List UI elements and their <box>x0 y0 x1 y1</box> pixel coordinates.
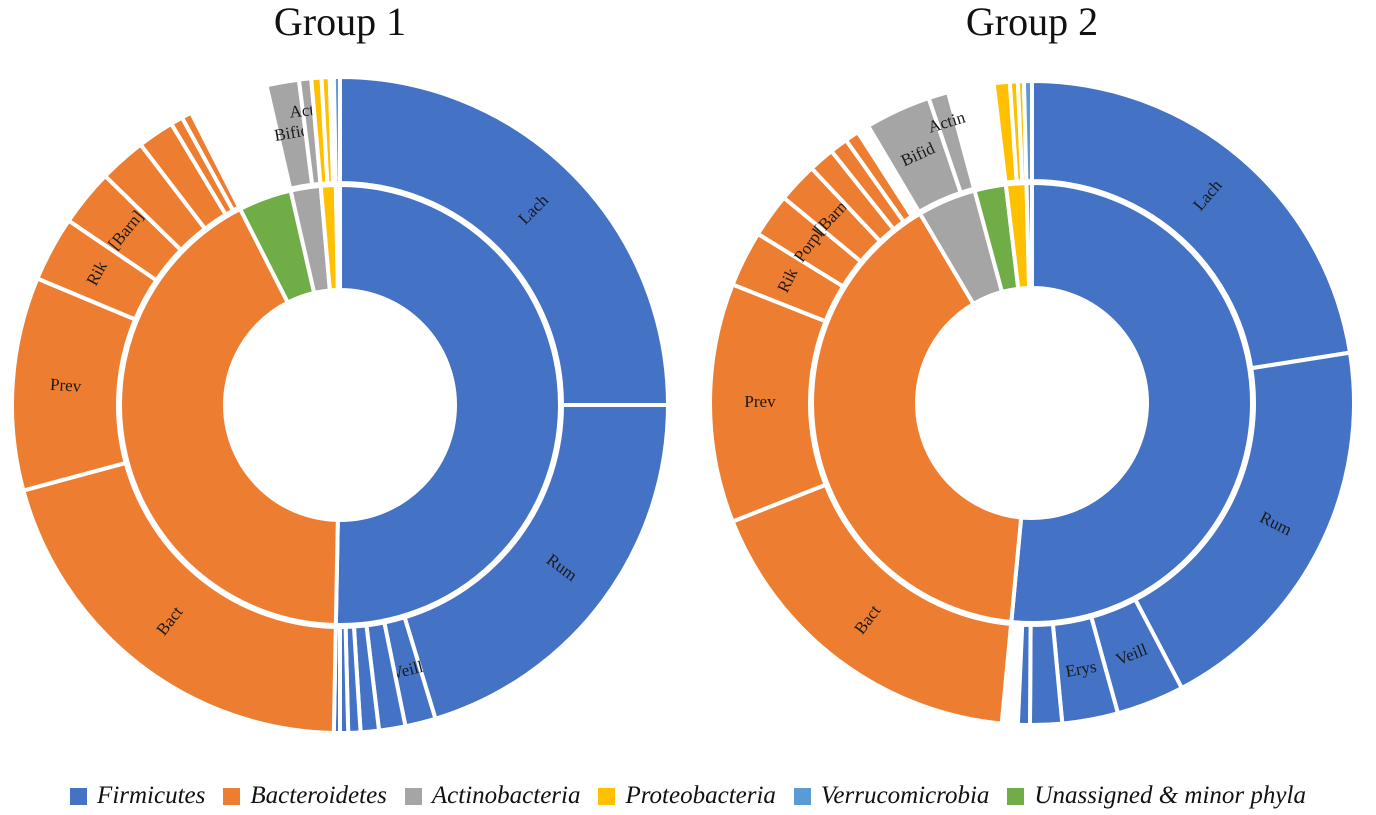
segment-label-prev: Prev <box>744 392 776 411</box>
legend-label: Unassigned & minor phyla <box>1034 782 1306 809</box>
legend-item-firmicutes: Firmicutes <box>70 782 205 810</box>
outer-segment-actin <box>926 89 977 196</box>
legend-swatch <box>793 787 811 805</box>
legend-swatch <box>223 787 241 805</box>
outer-segment-bacteroidetes <box>179 110 242 214</box>
outer-segment-verrucomicrobia <box>1021 78 1034 184</box>
chart-title-group-2: Group 2 <box>966 0 1098 44</box>
inner-segment-bacteroidetes <box>118 206 340 628</box>
inner-segment-verrucomicrobia <box>1024 180 1034 291</box>
legend-label: Verrucomicrobia <box>820 782 990 809</box>
inner-segment-firmicutes <box>1009 180 1254 625</box>
segment-label-prev: Prev <box>50 375 83 396</box>
chart-title-group-1: Group 1 <box>274 0 406 44</box>
outer-segment-bacteroidetes <box>843 129 915 225</box>
outer-segment-verrucomicrobia <box>331 74 342 186</box>
outer-segment-lach <box>338 74 671 407</box>
legend-item-bacteroidetes: Bacteroidetes <box>223 782 387 810</box>
legend-item-verrucomicrobia: Verrucomicrobia <box>793 782 990 810</box>
legend-label: Bacteroidetes <box>250 782 387 809</box>
legend-label: Actinobacteria <box>431 782 581 809</box>
inner-segment-firmicutes <box>333 182 562 627</box>
legend-item-unassigned: Unassigned & minor phyla <box>1007 782 1306 810</box>
legend-item-actinobacteria: Actinobacteria <box>404 782 581 810</box>
outer-segment-rum <box>402 403 671 722</box>
outer-segment-lach <box>1030 78 1353 371</box>
sunburst-group-2: LachRumVeillErysBactPrevRikPorph[Barn]Bi… <box>708 78 1356 728</box>
legend: Firmicutes Bacteroidetes Actinobacteria … <box>0 782 1376 810</box>
legend-swatch <box>1007 787 1025 805</box>
inner-segment-verrucomicrobia <box>333 182 342 293</box>
legend-swatch <box>70 787 88 805</box>
legend-label: Proteobacteria <box>625 782 776 809</box>
legend-swatch <box>404 787 422 805</box>
legend-swatch <box>598 787 616 805</box>
outer-segment-firmicutes <box>1015 622 1033 728</box>
legend-label: Firmicutes <box>97 782 206 809</box>
sunburst-charts: Group 1 Group 2 LachRumVeillBactPrevRik[… <box>10 0 1356 736</box>
inner-segment-bacteroidetes <box>810 210 1024 625</box>
legend-item-proteobacteria: Proteobacteria <box>598 782 776 810</box>
